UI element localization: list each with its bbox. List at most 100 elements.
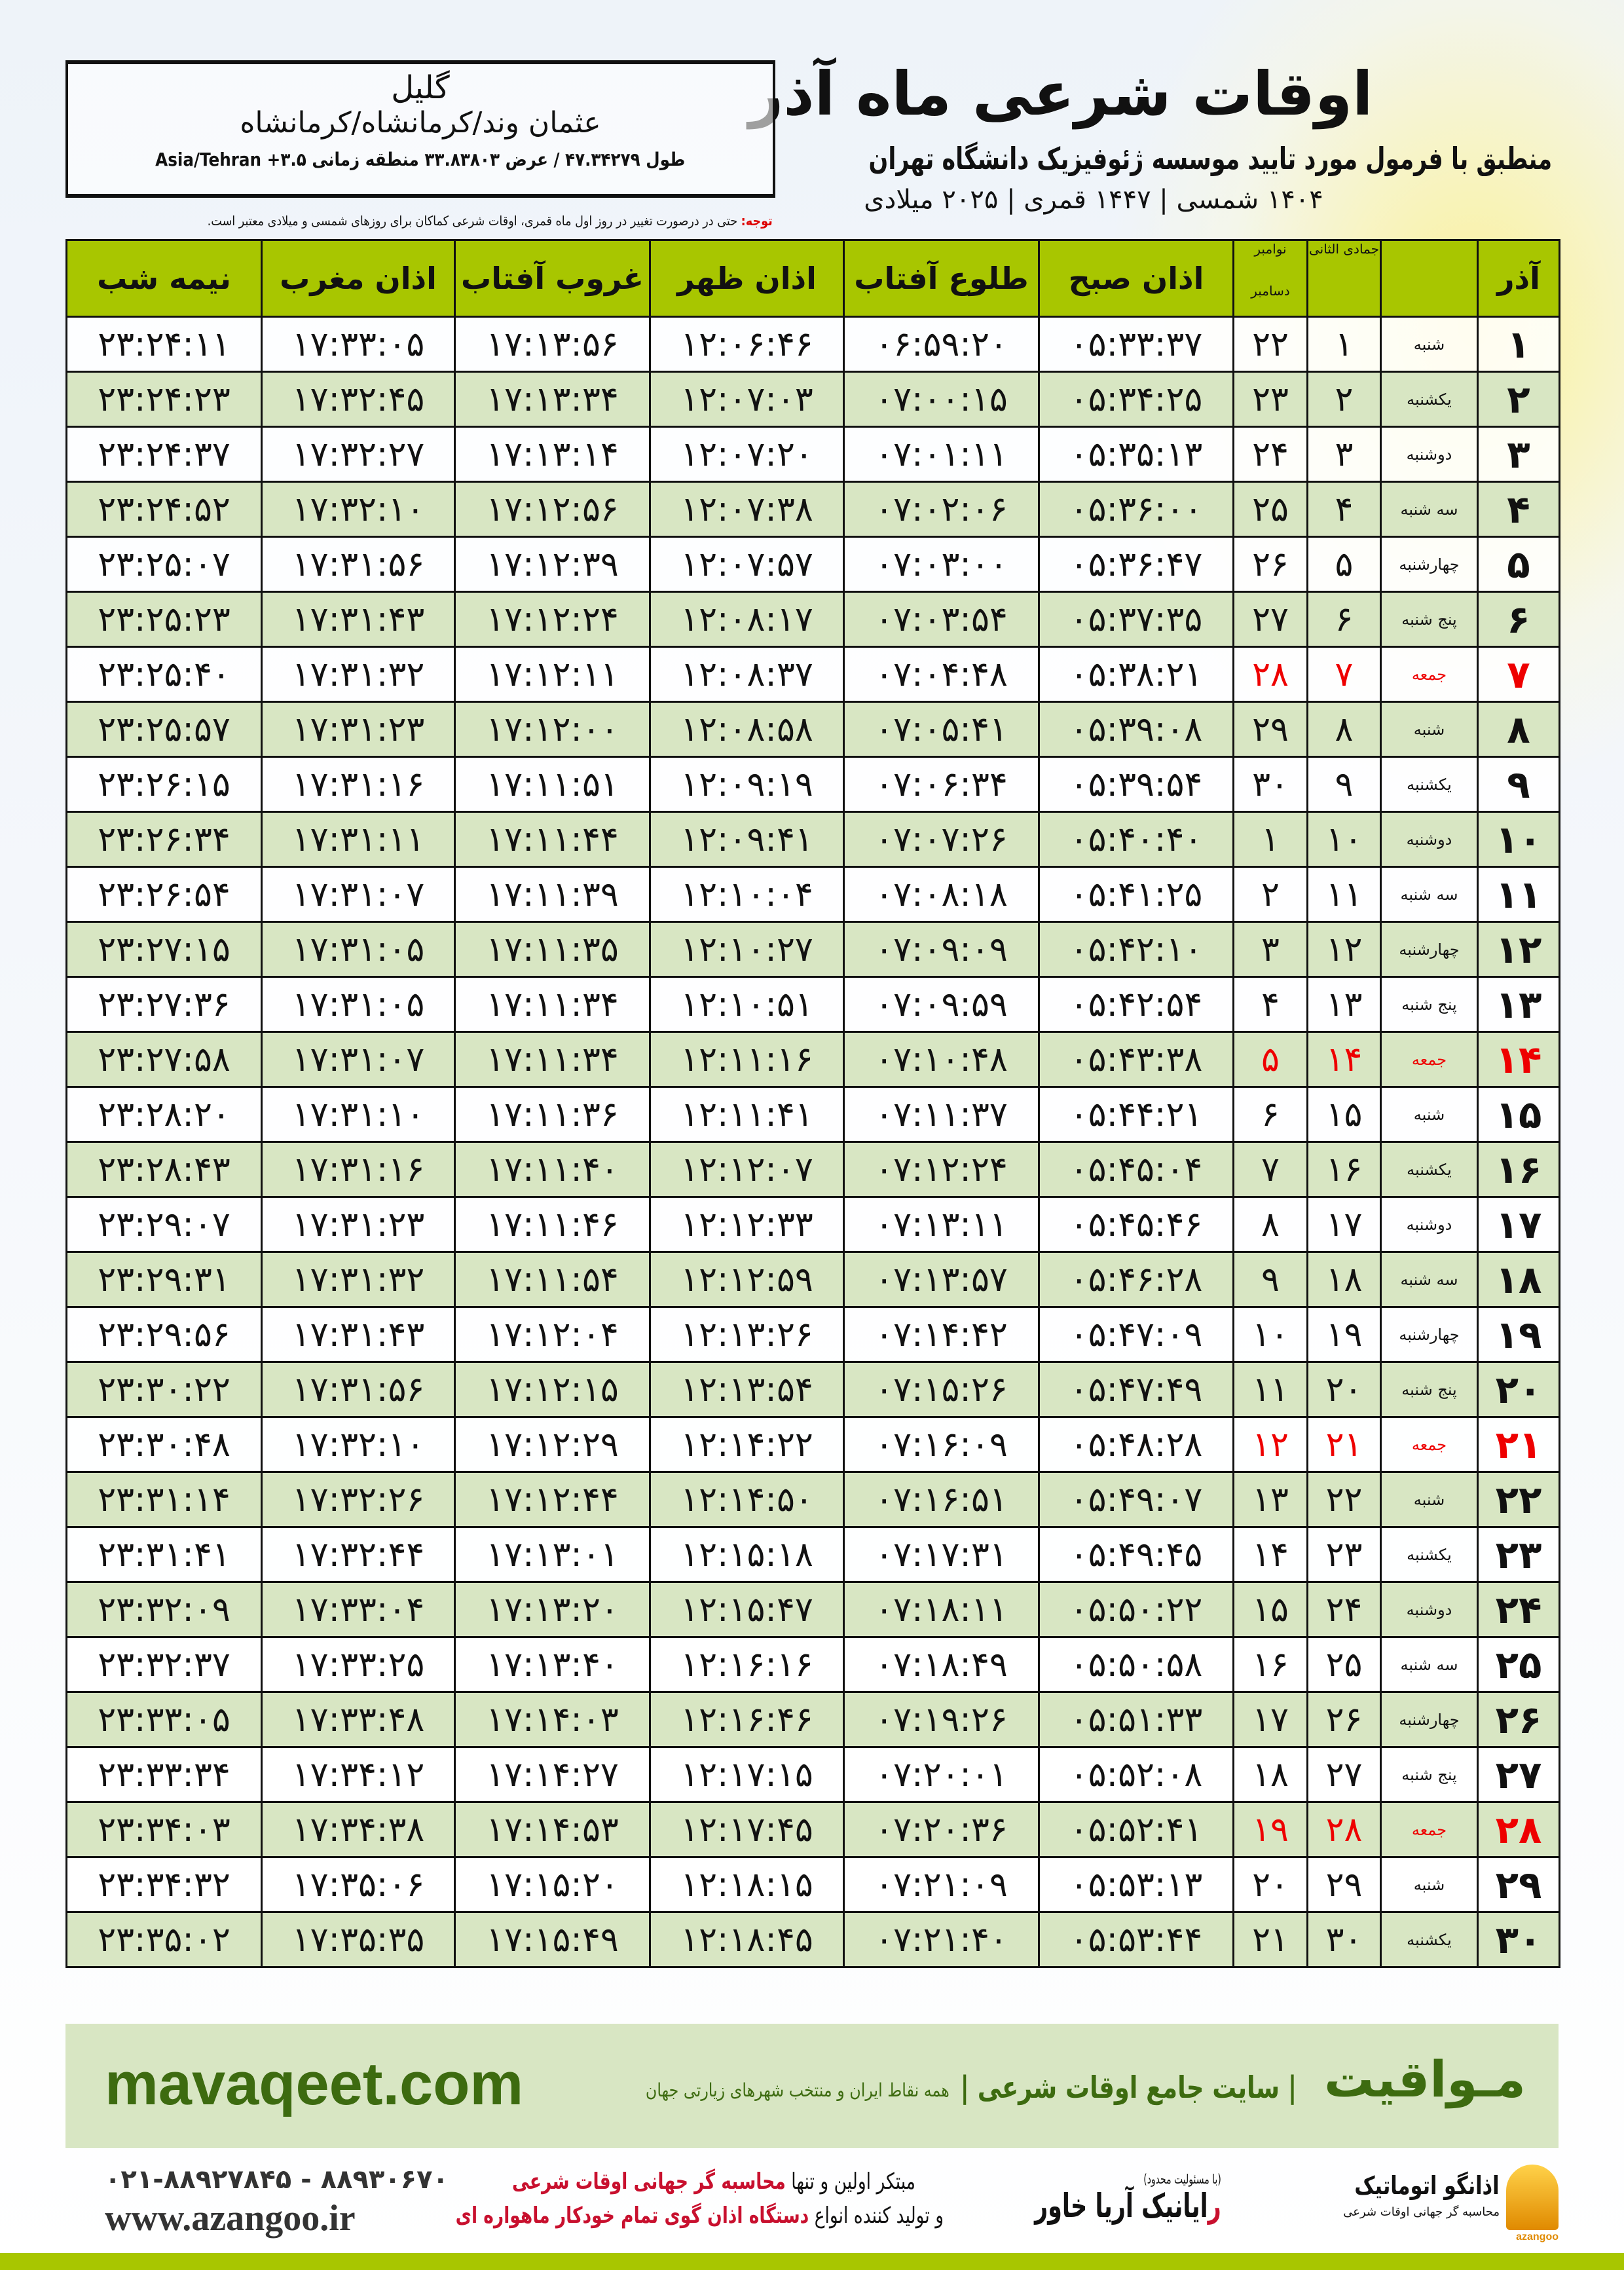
sunset-time: ۱۷:۱۲:۱۵ xyxy=(454,1361,651,1418)
sunset-time: ۱۷:۱۲:۵۶ xyxy=(454,481,651,538)
weekday: یکشنبه xyxy=(1380,756,1479,813)
weekday: شنبه xyxy=(1380,1856,1479,1913)
maghrib-time: ۱۷:۳۳:۰۵ xyxy=(261,316,456,373)
weekday: پنج شنبه xyxy=(1380,1746,1479,1803)
maghrib-time: ۱۷:۳۵:۳۵ xyxy=(261,1911,456,1968)
shamsi-day: ۳۰ xyxy=(1477,1911,1560,1968)
midnight-time: ۲۳:۲۵:۴۰ xyxy=(65,646,263,703)
prayer-times-table: آذر جمادی الثانی نوامبر دسامبر اذان صبح ط… xyxy=(65,239,1560,1968)
maghrib-time: ۱۷:۳۲:۴۴ xyxy=(261,1526,456,1583)
shamsi-day: ۱۷ xyxy=(1477,1196,1560,1253)
table-row: ۲۵ سه شنبه ۲۵ ۱۶ ۰۵:۵۰:۵۸ ۰۷:۱۸:۴۹ ۱۲:۱۶:۱۶ ۱۷:… xyxy=(65,1636,1560,1693)
qamari-day: ۲۵ xyxy=(1306,1636,1382,1693)
midnight-time: ۲۳:۲۴:۲۳ xyxy=(65,371,263,428)
qamari-day: ۳ xyxy=(1306,426,1382,483)
azangoo-link[interactable]: www.azangoo.ir xyxy=(105,2198,356,2239)
sunset-time: ۱۷:۱۳:۱۴ xyxy=(454,426,651,483)
midnight-time: ۲۳:۲۵:۰۷ xyxy=(65,536,263,593)
maghrib-time: ۱۷:۳۱:۰۵ xyxy=(261,921,456,978)
shamsi-day: ۲۵ xyxy=(1477,1636,1560,1693)
midnight-time: ۲۳:۳۴:۳۲ xyxy=(65,1856,263,1913)
qamari-day: ۱۵ xyxy=(1306,1086,1382,1143)
fajr-time: ۰۵:۴۸:۲۸ xyxy=(1038,1416,1234,1473)
fajr-time: ۰۵:۵۰:۲۲ xyxy=(1038,1581,1234,1638)
maghrib-time: ۱۷:۳۱:۵۶ xyxy=(261,536,456,593)
shamsi-day: ۲۹ xyxy=(1477,1856,1560,1913)
maghrib-time: ۱۷:۳۲:۴۵ xyxy=(261,371,456,428)
table-row: ۱۴ جمعه ۱۴ ۵ ۰۵:۴۳:۳۸ ۰۷:۱۰:۴۸ ۱۲:۱۱:۱۶ ۱۷:۱۱:۳… xyxy=(65,1031,1560,1088)
sunrise-time: ۰۷:۲۰:۰۱ xyxy=(843,1746,1040,1803)
midnight-time: ۲۳:۲۸:۴۳ xyxy=(65,1141,263,1198)
shamsi-day: ۲۸ xyxy=(1477,1801,1560,1858)
fajr-time: ۰۵:۴۳:۳۸ xyxy=(1038,1031,1234,1088)
dhuhr-time: ۱۲:۱۰:۲۷ xyxy=(649,921,845,978)
midnight-time: ۲۳:۲۷:۵۸ xyxy=(65,1031,263,1088)
qamari-day: ۲۲ xyxy=(1306,1471,1382,1528)
sunset-time: ۱۷:۱۲:۲۴ xyxy=(454,591,651,648)
weekday: دوشنبه xyxy=(1380,1581,1479,1638)
table-row: ۳ دوشنبه ۳ ۲۴ ۰۵:۳۵:۱۳ ۰۷:۰۱:۱۱ ۱۲:۰۷:۲۰ ۱۷:۱۳:… xyxy=(65,426,1560,483)
midnight-time: ۲۳:۲۹:۰۷ xyxy=(65,1196,263,1253)
shamsi-day: ۱۹ xyxy=(1477,1306,1560,1363)
dhuhr-time: ۱۲:۱۰:۰۴ xyxy=(649,866,845,923)
sunrise-time: ۰۷:۱۸:۴۹ xyxy=(843,1636,1040,1693)
maghrib-time: ۱۷:۳۱:۵۶ xyxy=(261,1361,456,1418)
table-row: ۷ جمعه ۷ ۲۸ ۰۵:۳۸:۲۱ ۰۷:۰۴:۴۸ ۱۲:۰۸:۳۷ ۱۷:۱۲:۱۱… xyxy=(65,646,1560,703)
maghrib-time: ۱۷:۳۱:۳۲ xyxy=(261,1251,456,1308)
qamari-day: ۱۹ xyxy=(1306,1306,1382,1363)
sunrise-time: ۰۷:۱۴:۴۲ xyxy=(843,1306,1040,1363)
sunset-time: ۱۷:۱۴:۲۷ xyxy=(454,1746,651,1803)
weekday: جمعه xyxy=(1380,646,1479,703)
rayanik-logo: (با مسئولیت محدود) رایانیک آریا خاور xyxy=(1035,2171,1221,2225)
sunrise-time: ۰۷:۰۳:۵۴ xyxy=(843,591,1040,648)
shamsi-day: ۸ xyxy=(1477,701,1560,758)
maghrib-time: ۱۷:۳۱:۴۳ xyxy=(261,591,456,648)
sunset-time: ۱۷:۱۱:۴۰ xyxy=(454,1141,651,1198)
dhuhr-time: ۱۲:۱۷:۱۵ xyxy=(649,1746,845,1803)
midnight-time: ۲۳:۳۳:۰۵ xyxy=(65,1691,263,1748)
shamsi-day: ۱۸ xyxy=(1477,1251,1560,1308)
year-line: ۱۴۰۴ شمسی | ۱۴۴۷ قمری | ۲۰۲۵ میلادی xyxy=(864,185,1323,215)
qamari-day: ۲۱ xyxy=(1306,1416,1382,1473)
weekday: دوشنبه xyxy=(1380,426,1479,483)
sunset-time: ۱۷:۱۳:۲۰ xyxy=(454,1581,651,1638)
dhuhr-time: ۱۲:۱۰:۵۱ xyxy=(649,976,845,1033)
brand-tagline: همه نقاط ایران و منتخب شهرهای زیارتی جها… xyxy=(646,2079,950,2101)
qamari-day: ۱۴ xyxy=(1306,1031,1382,1088)
fajr-time: ۰۵:۳۸:۲۱ xyxy=(1038,646,1234,703)
miladi-day: ۲۲ xyxy=(1232,316,1308,373)
sunrise-time: ۰۷:۰۵:۴۱ xyxy=(843,701,1040,758)
midnight-time: ۲۳:۲۵:۵۷ xyxy=(65,701,263,758)
sunrise-time: ۰۷:۰۷:۲۶ xyxy=(843,811,1040,868)
promo-2b: دستگاه اذان گوی تمام خودکار ماهواره ای xyxy=(455,2203,809,2229)
table-header-row: آذر جمادی الثانی نوامبر دسامبر اذان صبح ط… xyxy=(65,239,1560,318)
qamari-day: ۸ xyxy=(1306,701,1382,758)
miladi-day: ۲۵ xyxy=(1232,481,1308,538)
shamsi-day: ۱۲ xyxy=(1477,921,1560,978)
table-row: ۱ شنبه ۱ ۲۲ ۰۵:۳۳:۳۷ ۰۶:۵۹:۲۰ ۱۲:۰۶:۴۶ ۱۷:۱۳:۵۶… xyxy=(65,316,1560,373)
maghrib-time: ۱۷:۳۱:۰۵ xyxy=(261,976,456,1033)
rayanik-text: ایانیک آریا خاور xyxy=(1035,2187,1208,2225)
dhuhr-time: ۱۲:۰۹:۱۹ xyxy=(649,756,845,813)
midnight-time: ۲۳:۲۶:۵۴ xyxy=(65,866,263,923)
table-row: ۱۲ چهارشنبه ۱۲ ۳ ۰۵:۴۲:۱۰ ۰۷:۰۹:۰۹ ۱۲:۱۰:۲۷ ۱۷:… xyxy=(65,921,1560,978)
weekday: یکشنبه xyxy=(1380,1911,1479,1968)
note-label: توجه: xyxy=(741,213,773,229)
weekday: دوشنبه xyxy=(1380,1196,1479,1253)
miladi-day: ۲۹ xyxy=(1232,701,1308,758)
sunrise-time: ۰۷:۱۷:۳۱ xyxy=(843,1526,1040,1583)
rayanik-small: (با مسئولیت محدود) xyxy=(1143,2171,1221,2187)
shamsi-day: ۷ xyxy=(1477,646,1560,703)
table-row: ۲ یکشنبه ۲ ۲۳ ۰۵:۳۴:۲۵ ۰۷:۰۰:۱۵ ۱۲:۰۷:۰۳ ۱۷:۱۳:… xyxy=(65,371,1560,428)
fajr-time: ۰۵:۴۹:۴۵ xyxy=(1038,1526,1234,1583)
weekday: جمعه xyxy=(1380,1416,1479,1473)
dhuhr-time: ۱۲:۰۸:۵۸ xyxy=(649,701,845,758)
dhuhr-time: ۱۲:۱۳:۵۴ xyxy=(649,1361,845,1418)
azangoo-logo: اذانگو اتوماتیک محاسبه گر جهانی اوقات شر… xyxy=(1310,2165,1559,2242)
maghrib-time: ۱۷:۳۵:۰۶ xyxy=(261,1856,456,1913)
website-link[interactable]: mavaqeet.com xyxy=(105,2051,524,2117)
dhuhr-time: ۱۲:۱۶:۱۶ xyxy=(649,1636,845,1693)
header-qamari: جمادی الثانی xyxy=(1306,239,1382,318)
sunset-time: ۱۷:۱۲:۰۴ xyxy=(454,1306,651,1363)
miladi-day: ۱۹ xyxy=(1232,1801,1308,1858)
